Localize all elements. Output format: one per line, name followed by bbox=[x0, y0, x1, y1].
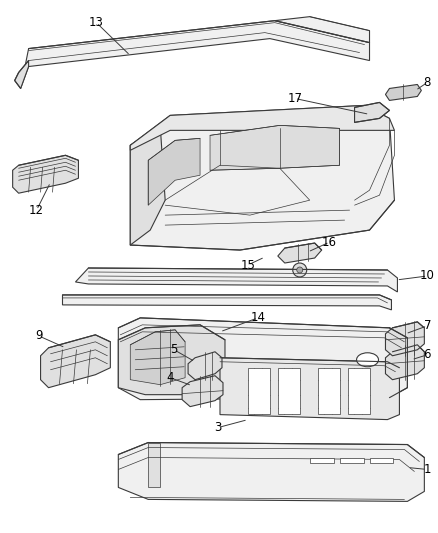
Polygon shape bbox=[220, 358, 399, 419]
Text: 5: 5 bbox=[170, 343, 178, 356]
Polygon shape bbox=[13, 155, 78, 193]
Text: 17: 17 bbox=[287, 92, 302, 105]
Text: 4: 4 bbox=[166, 371, 174, 384]
Polygon shape bbox=[148, 442, 160, 487]
Circle shape bbox=[293, 263, 307, 277]
Polygon shape bbox=[130, 106, 395, 250]
Text: 7: 7 bbox=[424, 319, 431, 333]
Polygon shape bbox=[385, 322, 424, 356]
Polygon shape bbox=[130, 125, 165, 245]
Polygon shape bbox=[21, 21, 370, 88]
Polygon shape bbox=[310, 457, 334, 464]
Text: 15: 15 bbox=[240, 259, 255, 271]
Polygon shape bbox=[355, 102, 389, 123]
Polygon shape bbox=[14, 61, 28, 88]
Circle shape bbox=[297, 267, 303, 273]
Text: 9: 9 bbox=[35, 329, 42, 342]
Text: 13: 13 bbox=[89, 16, 104, 29]
Text: 12: 12 bbox=[29, 204, 44, 216]
Polygon shape bbox=[118, 442, 424, 502]
Polygon shape bbox=[118, 318, 407, 400]
Polygon shape bbox=[339, 457, 364, 464]
Polygon shape bbox=[385, 345, 424, 379]
Polygon shape bbox=[370, 457, 393, 464]
Polygon shape bbox=[275, 17, 370, 43]
Polygon shape bbox=[385, 84, 421, 100]
Text: 1: 1 bbox=[424, 463, 431, 476]
Polygon shape bbox=[75, 268, 397, 292]
Text: 14: 14 bbox=[251, 311, 265, 325]
Text: 10: 10 bbox=[420, 270, 435, 282]
Polygon shape bbox=[210, 125, 339, 170]
Polygon shape bbox=[188, 352, 222, 379]
Polygon shape bbox=[182, 376, 223, 407]
Text: 8: 8 bbox=[424, 76, 431, 89]
Polygon shape bbox=[318, 368, 339, 414]
Polygon shape bbox=[148, 139, 200, 205]
Polygon shape bbox=[118, 325, 225, 394]
Polygon shape bbox=[278, 368, 300, 414]
Ellipse shape bbox=[357, 353, 378, 367]
Polygon shape bbox=[248, 368, 270, 414]
Text: 3: 3 bbox=[214, 421, 222, 434]
Polygon shape bbox=[348, 368, 370, 414]
Polygon shape bbox=[41, 335, 110, 387]
Text: 6: 6 bbox=[424, 348, 431, 361]
Polygon shape bbox=[278, 243, 321, 263]
Polygon shape bbox=[130, 106, 395, 150]
Polygon shape bbox=[63, 295, 392, 310]
Text: 16: 16 bbox=[322, 236, 337, 248]
Polygon shape bbox=[130, 330, 185, 385]
